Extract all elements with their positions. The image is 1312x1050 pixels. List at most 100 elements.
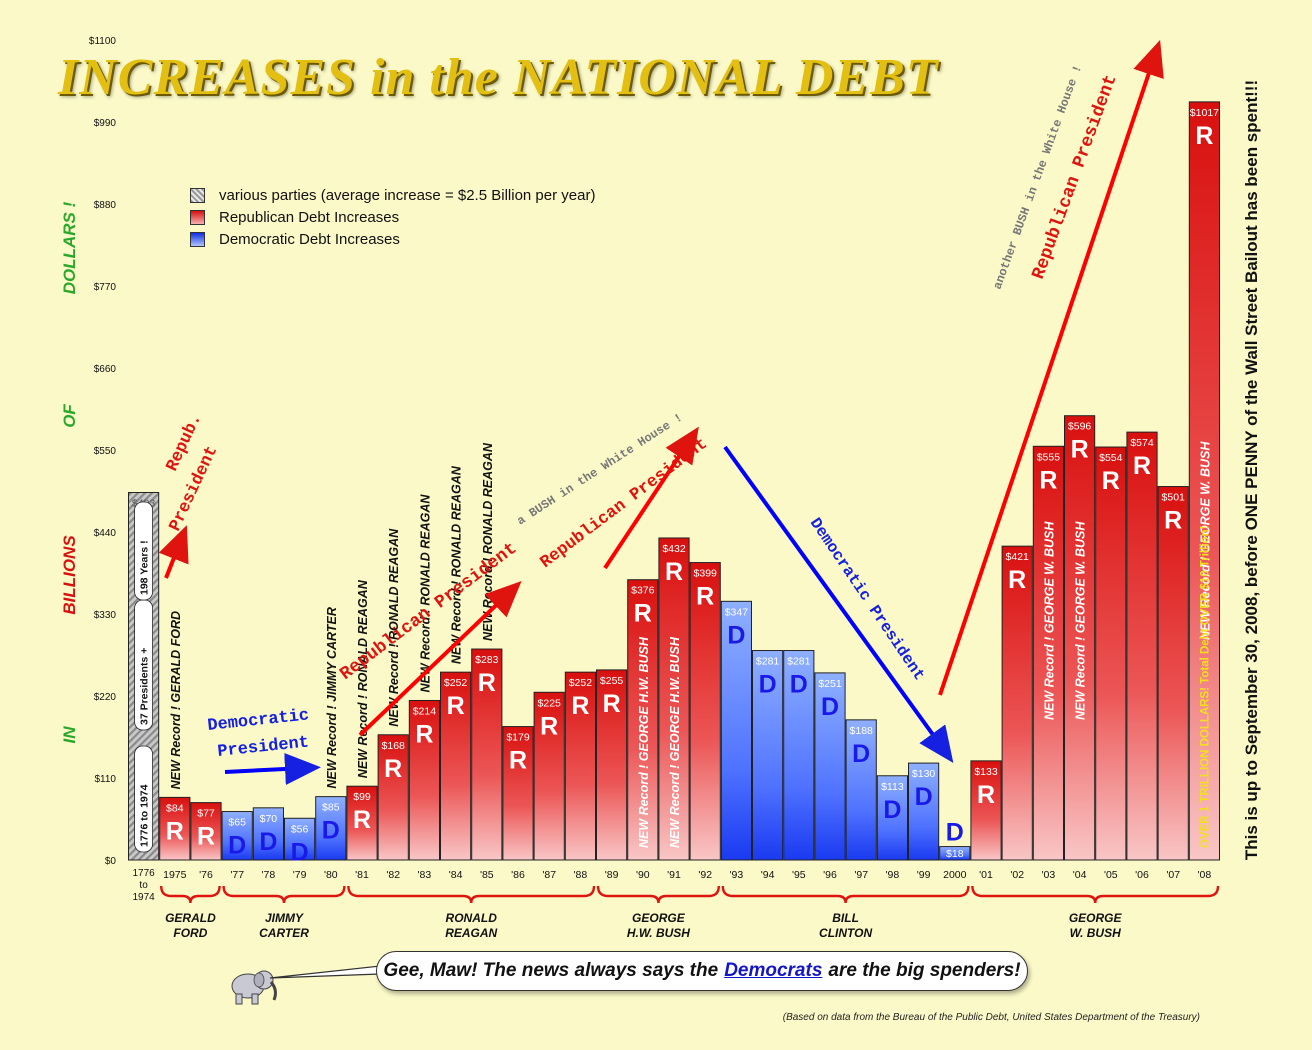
bar-value-label: $18 [946, 848, 964, 860]
bar [596, 669, 628, 861]
president-brace [596, 885, 720, 904]
axis-word-of: OF [60, 404, 79, 428]
y-tick-label: $660 [94, 364, 117, 375]
bar [876, 775, 908, 861]
y-tick-label: $770 [94, 282, 117, 293]
x-tick-label: '08 [1198, 869, 1212, 881]
bar-value-label: $376 [631, 585, 655, 597]
x-tick-label: '82 [386, 869, 400, 881]
x-tick-label: '94 [761, 869, 775, 881]
president-brace [347, 885, 596, 904]
president-name: RONALD [446, 911, 498, 925]
axis-word-in: IN [60, 726, 79, 744]
first-bar-note: 37 Presidents + [139, 648, 151, 725]
president-name: GEORGE [632, 911, 686, 925]
arrow-bush2 [938, 39, 1164, 696]
bar [1001, 545, 1033, 861]
party-letter: R [1039, 466, 1057, 494]
party-letter: R [478, 669, 496, 697]
annotation-democratic: Democratic [207, 706, 310, 736]
president-brace [721, 885, 970, 904]
bar [908, 762, 940, 861]
x-tick-label: '98 [886, 869, 900, 881]
x-tick-label: '03 [1042, 869, 1056, 881]
x-tick-label: '99 [917, 869, 931, 881]
arrow-bush1 [603, 426, 699, 570]
record-note: NEW Record ! RONALD REAGAN [356, 579, 370, 778]
bar [284, 817, 316, 861]
bubble-text-after: are the big spenders! [828, 960, 1021, 981]
party-letter: R [447, 692, 465, 720]
bar [1064, 415, 1096, 861]
record-note: NEW Record ! GEORGE W. BUSH [1074, 521, 1088, 720]
bar-value-label: $281 [787, 656, 811, 668]
bar-value-label: $596 [1068, 421, 1092, 433]
speech-bubble: Gee, Maw! The news always says the Democ… [376, 951, 1028, 991]
x-tick-label: '95 [792, 869, 806, 881]
party-letter: R [509, 747, 527, 775]
legend-label-republican: Republican Debt Increases [219, 208, 400, 226]
record-note: NEW Record ! RONALD REAGAN [418, 494, 432, 693]
legend-label-democratic: Democratic Debt Increases [219, 230, 400, 248]
party-letter: R [1133, 452, 1151, 480]
bar-value-label: $84 [166, 802, 184, 814]
party-letter: R [166, 817, 184, 845]
x-tick-label: '91 [667, 869, 681, 881]
democrats-link[interactable]: Democrats [724, 960, 823, 981]
party-letter: D [228, 832, 246, 860]
party-letter: R [197, 823, 215, 851]
president-name: W. BUSH [1070, 926, 1121, 940]
bar [1126, 431, 1158, 861]
bar-value-label: $252 [444, 677, 468, 689]
arrow-repub-ford [158, 525, 189, 579]
party-letter: D [946, 819, 964, 847]
party-letter: R [384, 755, 402, 783]
y-tick-label: $0 [105, 856, 117, 867]
first-bar-note: 198 Years ! [139, 540, 151, 595]
party-letter: D [759, 671, 777, 699]
x-tick-label: '06 [1135, 869, 1149, 881]
party-letter: D [259, 828, 277, 856]
president-name: H.W. BUSH [627, 926, 690, 940]
party-letter: R [571, 692, 589, 720]
party-letter: R [634, 600, 652, 628]
record-note: NEW Record ! GEORGE H.W. BUSH [668, 636, 682, 848]
x-tick-label: 1974 [132, 892, 155, 903]
bar-value-label: $113 [881, 781, 904, 793]
bar-value-label: $179 [506, 732, 530, 744]
party-letter: D [852, 740, 870, 768]
x-tick-label: '04 [1073, 869, 1087, 881]
bar [377, 734, 409, 861]
bar [346, 785, 378, 861]
bar-value-label: $70 [260, 813, 278, 825]
x-tick-label: '81 [355, 869, 369, 881]
bar [159, 796, 191, 861]
bar [1095, 446, 1127, 861]
axis-word-dollars: DOLLARS ! [60, 201, 79, 295]
bar-value-label: $99 [353, 791, 371, 803]
bar-value-label: $255 [600, 675, 624, 687]
x-tick-label: 1776 [132, 868, 155, 879]
president-name: REAGAN [445, 926, 497, 940]
party-letter: R [415, 720, 433, 748]
record-note: NEW Record ! GERALD FORD [169, 611, 183, 789]
y-tick-label: $1100 [89, 36, 117, 47]
bar [627, 579, 659, 861]
party-letter: R [603, 690, 621, 718]
legend-label-various: various parties (average increase = $2.5… [219, 186, 596, 204]
party-letter: D [291, 838, 309, 866]
president-name: BILL [832, 911, 859, 925]
bar-value-label: $85 [322, 802, 340, 814]
bar-value-label: $283 [475, 654, 499, 666]
legend-swatch-various [190, 187, 205, 203]
x-tick-label: '76 [199, 869, 213, 881]
bar [720, 600, 752, 861]
bar-value-label: $56 [291, 823, 309, 835]
elephant-icon [231, 970, 277, 1005]
bar [970, 760, 1002, 861]
x-tick-label: 1975 [163, 869, 187, 881]
president-brace [971, 885, 1220, 904]
x-tick-label: '90 [636, 869, 650, 881]
